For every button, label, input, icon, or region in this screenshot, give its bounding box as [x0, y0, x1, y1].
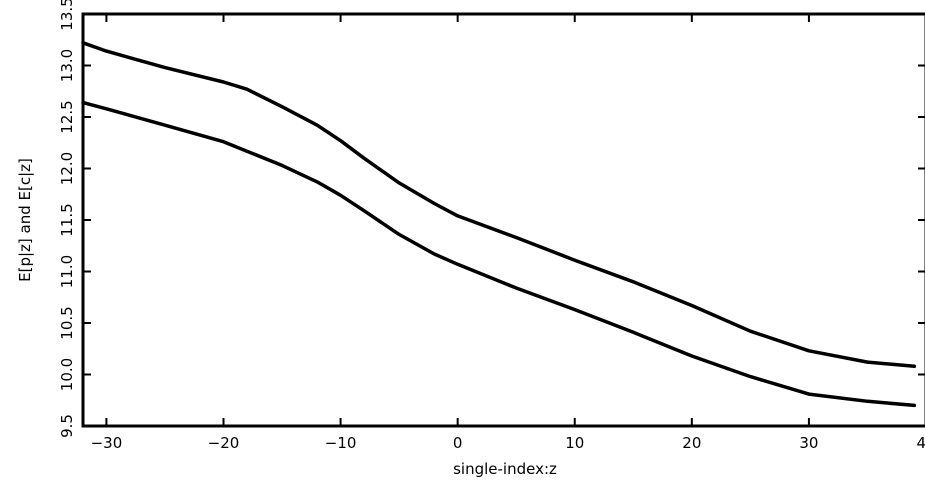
y-tick-label: 10.5	[58, 306, 76, 339]
x-tick-label: −10	[325, 434, 357, 452]
plot-frame	[81, 12, 925, 428]
y-tick-label: 12.0	[58, 152, 76, 185]
y-tick-label: 10.0	[58, 358, 76, 391]
x-tick-label: 20	[682, 434, 701, 452]
x-tick-label: 10	[565, 434, 584, 452]
y-tick-label: 9.5	[58, 414, 76, 438]
series-line-2	[81, 100, 917, 408]
series-layer	[81, 41, 917, 408]
x-tick-label: 0	[453, 434, 463, 452]
x-tick-label: −20	[208, 434, 240, 452]
x-tick-label: −30	[91, 434, 123, 452]
x-tick-label: 30	[799, 434, 818, 452]
series-line-1	[81, 41, 917, 369]
x-tick-label: 40	[916, 434, 925, 452]
x-axis-label: single-index:z	[453, 460, 557, 478]
x-axis-ticks: −30 −20 −10 0 10 20 30 40	[91, 14, 925, 452]
y-tick-label: 13.0	[58, 49, 76, 82]
y-axis-ticks: 9.5 10.0 10.5 11.0 11.5 12.0 12.5 13.0 13.5	[58, 0, 925, 438]
y-tick-label: 12.5	[58, 100, 76, 133]
y-tick-label: 11.0	[58, 255, 76, 288]
y-tick-label: 11.5	[58, 203, 76, 236]
y-axis-label: E[p|z] and E[c|z]	[16, 158, 34, 282]
y-tick-label: 13.5	[58, 0, 76, 31]
